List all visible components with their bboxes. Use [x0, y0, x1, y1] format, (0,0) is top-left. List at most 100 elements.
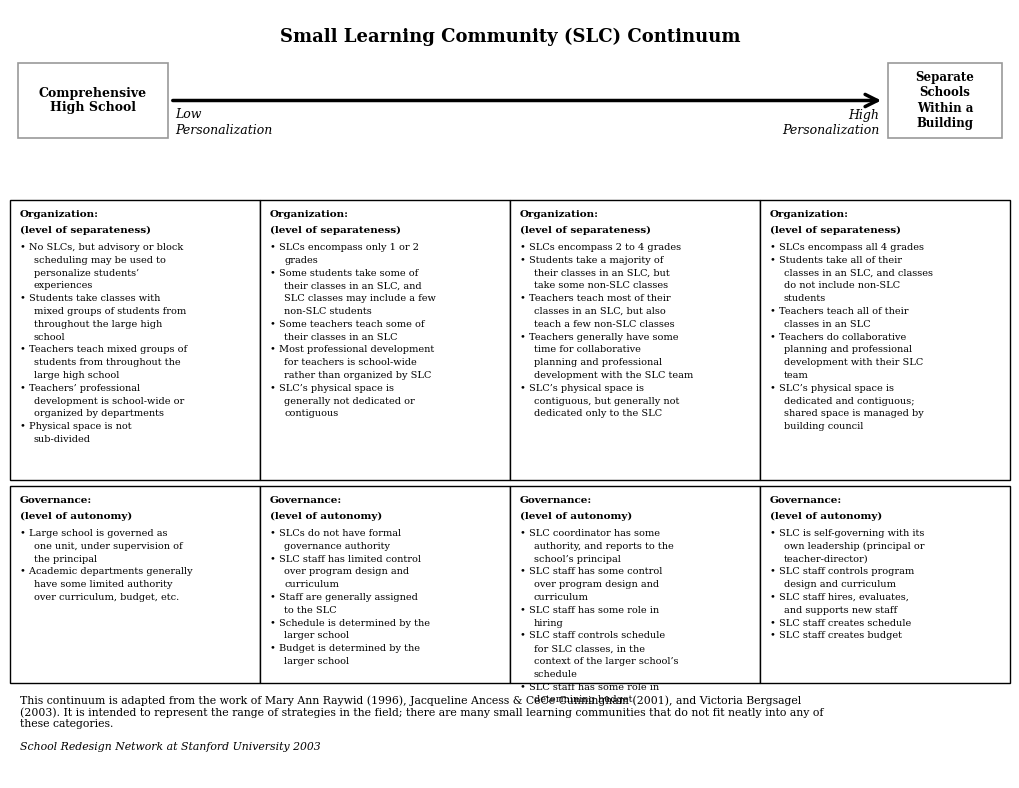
Text: dedicated and contiguous;: dedicated and contiguous;: [784, 396, 914, 406]
Text: • Teachers generally have some: • Teachers generally have some: [520, 333, 678, 342]
Text: larger school: larger school: [283, 657, 348, 666]
Text: SLC classes may include a few: SLC classes may include a few: [283, 294, 435, 303]
Text: (level of autonomy): (level of autonomy): [20, 511, 132, 521]
Text: • Physical space is not: • Physical space is not: [20, 422, 131, 431]
Text: • Budget is determined by the: • Budget is determined by the: [270, 645, 420, 653]
Text: contiguous, but generally not: contiguous, but generally not: [534, 396, 679, 406]
Text: the principal: the principal: [34, 555, 97, 563]
Text: non-SLC students: non-SLC students: [283, 307, 371, 316]
Text: school: school: [34, 333, 65, 342]
Bar: [18, 63, 168, 138]
Text: • Some students take some of: • Some students take some of: [270, 269, 418, 277]
Text: one unit, under supervision of: one unit, under supervision of: [34, 542, 182, 551]
Text: Organization:: Organization:: [270, 210, 348, 219]
Text: • Students take a majority of: • Students take a majority of: [520, 256, 662, 265]
Bar: [10, 486, 260, 683]
Text: (level of autonomy): (level of autonomy): [520, 511, 632, 521]
Text: • Teachers teach all of their: • Teachers teach all of their: [769, 307, 908, 316]
Bar: [260, 486, 510, 683]
Text: (level of separateness): (level of separateness): [520, 225, 650, 235]
Text: time for collaborative: time for collaborative: [534, 345, 640, 355]
Text: • SLC’s physical space is: • SLC’s physical space is: [520, 384, 643, 392]
Text: • Teachers teach most of their: • Teachers teach most of their: [520, 294, 669, 303]
Text: governance authority: governance authority: [283, 542, 389, 551]
Text: grades: grades: [283, 256, 318, 265]
Text: Comprehensive
High School: Comprehensive High School: [39, 87, 147, 114]
Text: Separate
Schools
Within a
Building: Separate Schools Within a Building: [915, 72, 973, 129]
Text: This continuum is adapted from the work of Mary Ann Raywid (1996), Jacqueline An: This continuum is adapted from the work …: [20, 695, 822, 730]
Text: • Academic departments generally: • Academic departments generally: [20, 567, 193, 576]
Text: • No SLCs, but advisory or block: • No SLCs, but advisory or block: [20, 243, 183, 252]
Text: • SLCs encompass only 1 or 2: • SLCs encompass only 1 or 2: [270, 243, 419, 252]
Text: their classes in an SLC, and: their classes in an SLC, and: [283, 281, 421, 291]
Bar: [888, 63, 1001, 138]
Text: • SLCs do not have formal: • SLCs do not have formal: [270, 529, 400, 538]
Text: • Teachers do collaborative: • Teachers do collaborative: [769, 333, 905, 342]
Text: • SLC staff hires, evaluates,: • SLC staff hires, evaluates,: [769, 593, 908, 602]
Text: • Teachers’ professional: • Teachers’ professional: [20, 384, 140, 392]
Text: • SLC staff creates schedule: • SLC staff creates schedule: [769, 619, 910, 627]
Text: for SLC classes, in the: for SLC classes, in the: [534, 645, 644, 653]
Text: authority, and reports to the: authority, and reports to the: [534, 542, 674, 551]
Text: • SLC staff creates budget: • SLC staff creates budget: [769, 631, 901, 641]
Text: classes in an SLC, and classes: classes in an SLC, and classes: [784, 269, 932, 277]
Text: • SLCs encompass all 4 grades: • SLCs encompass all 4 grades: [769, 243, 923, 252]
Text: rather than organized by SLC: rather than organized by SLC: [283, 371, 431, 380]
Text: to the SLC: to the SLC: [283, 606, 336, 615]
Text: (level of autonomy): (level of autonomy): [769, 511, 881, 521]
Text: development is school-wide or: development is school-wide or: [34, 396, 184, 406]
Text: Small Learning Community (SLC) Continuum: Small Learning Community (SLC) Continuum: [279, 28, 740, 46]
Bar: [759, 486, 1009, 683]
Text: (level of separateness): (level of separateness): [769, 225, 900, 235]
Text: Governance:: Governance:: [20, 496, 92, 505]
Bar: [260, 200, 510, 480]
Bar: [759, 200, 1009, 480]
Text: • SLCs encompass 2 to 4 grades: • SLCs encompass 2 to 4 grades: [520, 243, 681, 252]
Text: their classes in an SLC, but: their classes in an SLC, but: [534, 269, 669, 277]
Text: curriculum: curriculum: [283, 580, 338, 589]
Text: take some non-SLC classes: take some non-SLC classes: [534, 281, 667, 291]
Text: teacher-director): teacher-director): [784, 555, 868, 563]
Bar: [510, 486, 759, 683]
Text: • Students take all of their: • Students take all of their: [769, 256, 901, 265]
Text: larger school: larger school: [283, 631, 348, 641]
Text: contiguous: contiguous: [283, 410, 338, 418]
Text: • SLC coordinator has some: • SLC coordinator has some: [520, 529, 659, 538]
Text: for teachers is school-wide: for teachers is school-wide: [283, 359, 417, 367]
Text: • SLC staff has some role in: • SLC staff has some role in: [520, 682, 658, 692]
Text: planning and professional: planning and professional: [784, 345, 911, 355]
Text: context of the larger school’s: context of the larger school’s: [534, 657, 678, 666]
Text: scheduling may be used to: scheduling may be used to: [34, 256, 166, 265]
Text: over curriculum, budget, etc.: over curriculum, budget, etc.: [34, 593, 179, 602]
Text: • SLC staff has limited control: • SLC staff has limited control: [270, 555, 421, 563]
Text: school’s principal: school’s principal: [534, 555, 621, 563]
Text: (level of separateness): (level of separateness): [20, 225, 151, 235]
Text: shared space is managed by: shared space is managed by: [784, 410, 923, 418]
Text: curriculum: curriculum: [534, 593, 588, 602]
Text: • Large school is governed as: • Large school is governed as: [20, 529, 167, 538]
Text: do not include non-SLC: do not include non-SLC: [784, 281, 899, 291]
Text: (level of separateness): (level of separateness): [270, 225, 400, 235]
Text: students: students: [784, 294, 825, 303]
Text: Governance:: Governance:: [270, 496, 342, 505]
Text: classes in an SLC, but also: classes in an SLC, but also: [534, 307, 665, 316]
Text: • SLC staff has some control: • SLC staff has some control: [520, 567, 661, 576]
Text: High
Personalization: High Personalization: [781, 109, 878, 136]
Text: Governance:: Governance:: [520, 496, 592, 505]
Text: teach a few non-SLC classes: teach a few non-SLC classes: [534, 320, 674, 329]
Text: over program design and: over program design and: [283, 567, 409, 576]
Text: team: team: [784, 371, 808, 380]
Text: • Teachers teach mixed groups of: • Teachers teach mixed groups of: [20, 345, 186, 355]
Text: and supports new staff: and supports new staff: [784, 606, 897, 615]
Text: design and curriculum: design and curriculum: [784, 580, 895, 589]
Text: Organization:: Organization:: [520, 210, 598, 219]
Text: development with their SLC: development with their SLC: [784, 359, 922, 367]
Text: (level of autonomy): (level of autonomy): [270, 511, 382, 521]
Text: over program design and: over program design and: [534, 580, 658, 589]
Text: development with the SLC team: development with the SLC team: [534, 371, 693, 380]
Text: planning and professional: planning and professional: [534, 359, 661, 367]
Text: building council: building council: [784, 422, 862, 431]
Text: their classes in an SLC: their classes in an SLC: [283, 333, 397, 342]
Text: have some limited authority: have some limited authority: [34, 580, 172, 589]
Text: • SLC staff controls program: • SLC staff controls program: [769, 567, 913, 576]
